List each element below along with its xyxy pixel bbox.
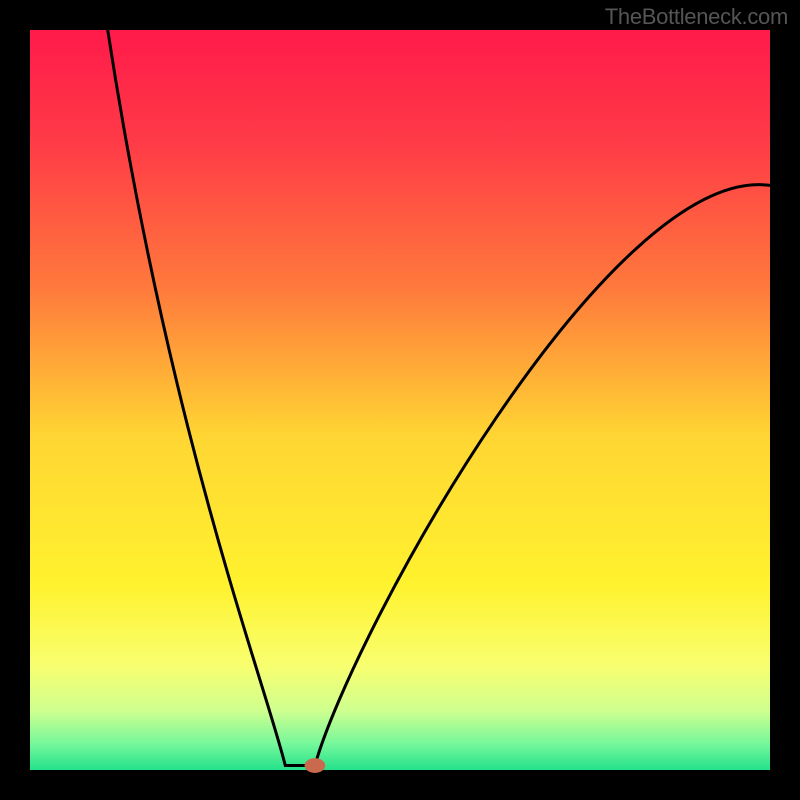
chart-container: TheBottleneck.com: [0, 0, 800, 800]
watermark-text: TheBottleneck.com: [605, 4, 788, 30]
bottleneck-chart: [0, 0, 800, 800]
plot-area: [30, 30, 770, 770]
optimal-point-marker: [305, 758, 326, 773]
